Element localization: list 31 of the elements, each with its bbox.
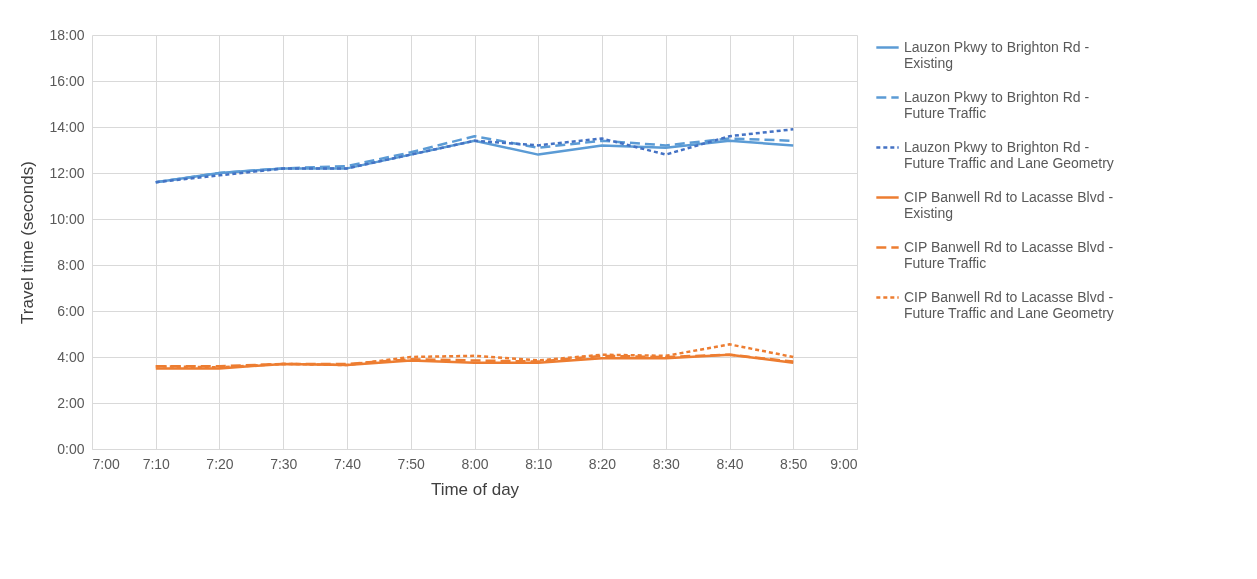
- y-tick-label: 2:00: [57, 394, 85, 411]
- y-tick-label: 12:00: [49, 164, 85, 181]
- y-tick-label: 10:00: [49, 210, 85, 227]
- x-tick-label: 8:50: [780, 455, 808, 472]
- legend-label: Lauzon Pkwy to Brighton Rd - Future Traffic: [904, 88, 1090, 121]
- x-tick-label: 7:20: [206, 455, 234, 472]
- y-tick-label: 18:00: [49, 26, 85, 43]
- x-tick-label: 9:00: [830, 455, 858, 472]
- y-tick-label: 8:00: [57, 256, 85, 273]
- legend-label: CIP Banwell Rd to Lacasse Blvd - Existing: [904, 188, 1114, 221]
- x-tick-label: 7:50: [397, 455, 426, 472]
- y-tick-label: 14:00: [49, 118, 85, 135]
- x-tick-label: 7:10: [142, 455, 171, 472]
- x-axis-title: Time of day: [430, 479, 520, 499]
- x-tick-label: 8:10: [525, 455, 553, 472]
- legend-label: CIP Banwell Rd to Lacasse Blvd - Future Traffic: [904, 238, 1114, 271]
- x-tick-label: 8:30: [652, 455, 681, 472]
- y-tick-label: 6:00: [57, 302, 85, 319]
- legend-label: CIP Banwell Rd to Lacasse Blvd - Future Traffic and Lane Geometry: [904, 288, 1114, 321]
- y-axis-title: Travel time (seconds): [18, 161, 38, 324]
- x-tick-label: 8:20: [588, 455, 617, 472]
- legend-label: Lauzon Pkwy to Brighton Rd - Existing: [904, 38, 1090, 71]
- y-tick-label: 4:00: [57, 348, 85, 365]
- x-tick-label: 8:00: [461, 455, 489, 472]
- x-tick-label: 7:00: [92, 455, 120, 472]
- x-tick-label: 8:40: [716, 455, 744, 472]
- y-tick-label: 16:00: [49, 72, 85, 89]
- legend-label: Lauzon Pkwy to Brighton Rd - Future Traffic and Lane Geometry: [904, 138, 1114, 171]
- x-tick-label: 7:40: [333, 455, 362, 472]
- y-tick-label: 0:00: [57, 440, 85, 457]
- x-tick-label: 7:30: [270, 455, 298, 472]
